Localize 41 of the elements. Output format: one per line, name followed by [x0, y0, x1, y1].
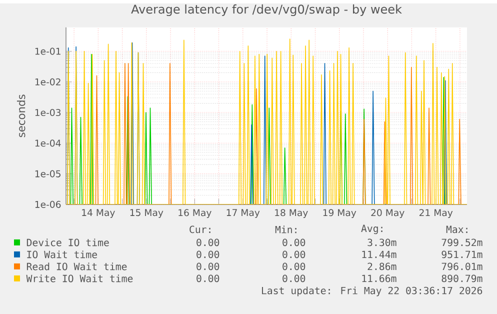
text: 2.86m	[368, 262, 396, 270]
text: 3.30m	[368, 238, 396, 246]
text: 799.52m	[442, 238, 482, 246]
y-tick-label: 1e-03	[35, 108, 61, 116]
y-axis-title: seconds	[16, 94, 26, 137]
text: 0.00	[282, 238, 306, 246]
x-tick-label: 18 May	[275, 208, 308, 218]
legend-label: Write IO Wait time	[26, 274, 133, 282]
text: 796.01m	[442, 262, 482, 270]
text: 0.00	[196, 274, 220, 282]
y-tick-label: 1e-02	[35, 78, 60, 86]
y-tick-label: 1e-06	[35, 200, 61, 208]
chart-title: Average latency for /dev/vg0/swap - by week	[131, 4, 402, 16]
x-tick-label: 15 May	[130, 208, 164, 218]
text: 11.66m	[362, 274, 396, 282]
x-tick-label: 14 May	[82, 208, 115, 218]
text: Last update: Fri May 22 03:36:17 2026	[262, 286, 482, 296]
text: 0.00	[282, 274, 306, 282]
legend-label: Device IO time	[26, 238, 109, 246]
y-tick-label: 1e-01	[35, 48, 60, 55]
text: 0.00	[282, 250, 306, 258]
text: 0.00	[282, 262, 306, 270]
text: Avg:	[361, 224, 382, 234]
text: Max:	[446, 226, 468, 233]
x-tick-label: 19 May	[323, 208, 356, 218]
y-tick-label: 1e-04	[35, 139, 61, 146]
x-tick-label: 16 May	[178, 208, 212, 218]
text: 890.79m	[442, 274, 482, 282]
text: Cur:	[190, 225, 210, 233]
legend-label: Read IO Wait time	[26, 262, 127, 270]
text: 0.00	[196, 238, 220, 246]
legend-label: IO Wait time	[27, 250, 97, 258]
x-tick-label: 20 May	[371, 208, 404, 218]
y-tick-label: 1e-05	[35, 170, 60, 178]
text: 11.44m	[362, 250, 396, 258]
text: 951.71m	[442, 250, 482, 258]
text: 0.00	[196, 262, 220, 270]
text: Min:	[275, 225, 296, 233]
x-tick-label: 17 May	[226, 208, 260, 218]
x-tick-label: 21 May	[419, 208, 453, 218]
text: 0.00	[196, 250, 220, 258]
